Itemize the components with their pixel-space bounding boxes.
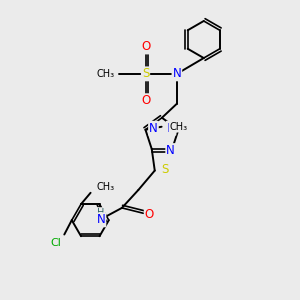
Text: O: O	[141, 40, 150, 53]
Text: CH₃: CH₃	[96, 69, 114, 79]
Text: N: N	[167, 122, 176, 135]
Text: N: N	[166, 144, 175, 157]
Text: H: H	[97, 208, 105, 218]
Text: O: O	[145, 208, 154, 221]
Text: S: S	[161, 163, 169, 176]
Text: N: N	[97, 213, 105, 226]
Text: Cl: Cl	[50, 238, 62, 248]
Text: S: S	[142, 68, 149, 80]
Text: CH₃: CH₃	[169, 122, 188, 132]
Text: O: O	[141, 94, 150, 107]
Text: CH₃: CH₃	[97, 182, 115, 192]
Text: N: N	[172, 68, 181, 80]
Text: N: N	[149, 122, 158, 135]
